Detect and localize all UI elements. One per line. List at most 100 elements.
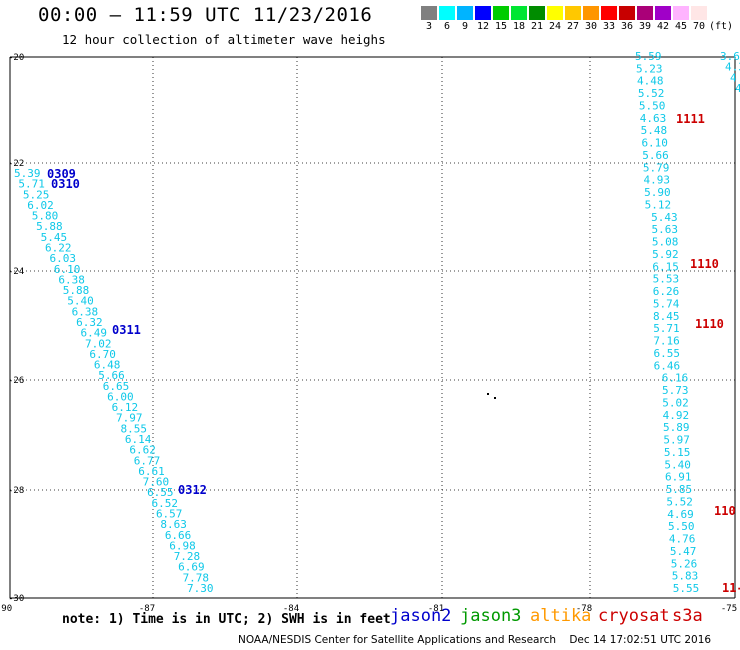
wave-height-label: 5.59: [635, 50, 662, 63]
latitude-tick-label: -26: [8, 376, 24, 386]
wave-height-label: 6.55: [653, 347, 680, 360]
time-mark: 1110: [695, 317, 724, 331]
scale-label: 15: [494, 21, 508, 32]
scale-swatch: [655, 6, 671, 20]
latitude-tick-label: -20: [8, 53, 24, 63]
footer-credit: NOAA/NESDIS Center for Satellite Applica…: [238, 634, 712, 646]
chart-subtitle: 12 hour collection of altimeter wave hei…: [62, 32, 386, 47]
wave-height-label: 6.65: [103, 380, 130, 393]
scale-unit-label: (ft): [709, 21, 734, 32]
scale-swatch: [691, 6, 707, 20]
wave-height-label: 5.52: [666, 495, 693, 508]
wave-height-label: 5.97: [663, 434, 690, 447]
scale-swatch: [565, 6, 581, 20]
wave-height-label: 6.16: [662, 372, 689, 385]
scale-swatch: [583, 6, 599, 20]
wave-height-label: 4.93: [644, 174, 671, 187]
wave-height-label: 5.92: [652, 248, 679, 261]
scale-swatch: [439, 6, 455, 20]
wave-height-label: 6.14: [125, 433, 152, 446]
wave-height-label: 5.66: [642, 149, 669, 162]
island-markers: [487, 393, 496, 399]
wave-height-label: 5.88: [63, 284, 90, 297]
wave-height-label: 6.91: [665, 471, 692, 484]
wave-height-label: 8.63: [160, 518, 187, 531]
wave-height-label: 5.52: [638, 87, 665, 100]
wave-height-label: 5.43: [651, 211, 678, 224]
scale-swatch: [673, 6, 689, 20]
longitude-tick-label: -90: [0, 604, 12, 614]
wave-height-label: 4.76: [669, 533, 696, 546]
time-mark: 0312: [178, 483, 207, 497]
wave-height-label: 6.15: [652, 260, 679, 273]
scale-swatch: [637, 6, 653, 20]
wave-height-label: 6.70: [89, 348, 116, 361]
wave-height-label: 5.39: [14, 167, 41, 180]
wave-height-label: 5.74: [653, 297, 680, 310]
wave-height-label: 6.03: [49, 252, 76, 265]
latitude-tick-label: -30: [8, 594, 24, 604]
latitude-tick-label: -24: [8, 267, 24, 277]
wave-height-label: 6.38: [72, 305, 99, 318]
wave-height-label: 6.38: [58, 273, 85, 286]
wave-height-label: 6.62: [129, 444, 156, 457]
chart-title: 00:00 – 11:59 UTC 11/23/2016: [38, 4, 373, 26]
time-mark: 0311: [112, 323, 141, 337]
wave-height-label: 6.22: [45, 241, 72, 254]
wave-height-label: 6.26: [653, 285, 680, 298]
wave-height-label: 5.83: [672, 570, 699, 583]
wave-height-label: 4.63: [640, 112, 667, 125]
wave-height-values: 5.395.715.256.025.805.885.456.226.036.10…: [14, 50, 740, 595]
wave-height-label: 5.88: [36, 220, 63, 233]
latitude-tick-label: -22: [8, 159, 24, 169]
latitude-tick-label: -28: [8, 486, 24, 496]
axis-tick-labels: -20 -22 -24 -26 -28 -30-90 -87 -84 -81 -78 -75: [0, 53, 737, 614]
wave-height-label: 5.79: [643, 161, 670, 174]
longitude-tick-label: -78: [576, 604, 592, 614]
wave-height-label: 5.85: [666, 483, 693, 496]
scale-label: 70: [692, 21, 706, 32]
wave-height-label: 6.52: [152, 497, 179, 510]
wave-height-label: 5.63: [652, 223, 679, 236]
wave-height-label: 6.46: [654, 359, 681, 372]
wave-height-label: 6.48: [94, 359, 121, 372]
longitude-tick-label: -81: [428, 604, 444, 614]
scale-label: 39: [638, 21, 652, 32]
wave-height-label: 6.10: [641, 137, 668, 150]
wave-height-label: 6.00: [107, 390, 133, 403]
wave-height-label: 8.55: [120, 422, 147, 435]
wave-height-label: 5.40: [664, 458, 691, 471]
time-mark: 0310: [51, 177, 80, 191]
wave-height-label: 4: [730, 71, 737, 84]
wave-height-label: 7.78: [183, 571, 210, 584]
wave-height-label: 7.16: [653, 335, 680, 348]
wave-height-label: 7.28: [174, 550, 201, 563]
scale-swatch: [529, 6, 545, 20]
scale-label: 36: [620, 21, 634, 32]
wave-height-label: 5.45: [41, 231, 68, 244]
scale-label: 45: [674, 21, 688, 32]
wave-height-label: 6.55: [147, 486, 174, 499]
island-dot: [494, 397, 496, 399]
satellite-legend-item: s3a: [672, 606, 703, 626]
wave-height-label: 5.90: [644, 186, 671, 199]
wave-height-label: 5.53: [653, 273, 680, 286]
longitude-tick-label: -87: [139, 604, 155, 614]
wave-height-label: 7.02: [85, 337, 112, 350]
wave-height-label: 6.49: [81, 327, 108, 340]
longitude-tick-label: -84: [283, 604, 299, 614]
wave-height-label: 6.02: [27, 199, 54, 212]
wave-height-label: 5.71: [653, 322, 680, 335]
wave-height-label: 5.26: [671, 557, 698, 570]
island-dot: [487, 393, 489, 395]
map-grid: [9, 56, 736, 599]
wave-height-label: 6.66: [165, 529, 192, 542]
wave-height-label: 6.10: [54, 263, 81, 276]
scale-label: 27: [566, 21, 580, 32]
wave-height-label: 5.02: [662, 396, 689, 409]
wave-height-label: 5.66: [98, 369, 125, 382]
scale-swatch: [547, 6, 563, 20]
wave-height-label: 6.57: [156, 508, 183, 521]
